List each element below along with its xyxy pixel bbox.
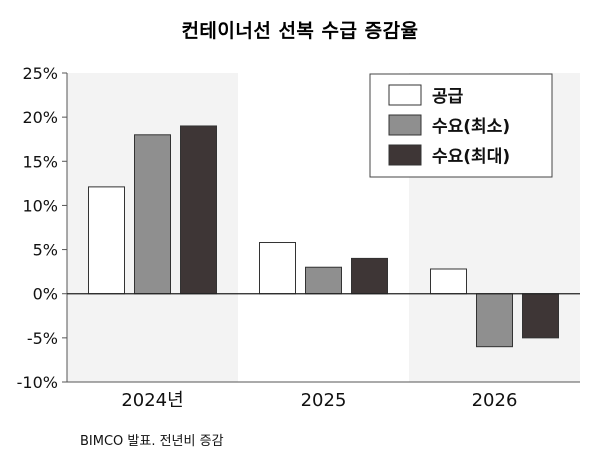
- chart-title: 컨테이너선 선복 수급 증감율: [181, 20, 419, 42]
- bar: [134, 134, 171, 295]
- bars: [88, 125, 559, 348]
- bar: [180, 125, 217, 295]
- bar: [430, 268, 467, 295]
- legend-label: 수요(최소): [432, 117, 510, 137]
- x-category-label: 2024년: [121, 390, 183, 411]
- legend-swatch: [388, 144, 422, 166]
- axes: [66, 73, 580, 383]
- y-tick-label: -5%: [27, 329, 58, 348]
- bar: [476, 293, 513, 348]
- legend-label: 공급: [432, 87, 464, 107]
- x-category-label: 2026: [472, 390, 518, 411]
- y-tick-label: 20%: [22, 108, 58, 127]
- source-note: BIMCO 발표. 전년비 증감: [80, 434, 224, 449]
- y-tick-label: 10%: [22, 196, 58, 215]
- x-category-label: 2025: [301, 390, 347, 411]
- y-tick-label: -10%: [17, 373, 58, 392]
- y-tick-label: 25%: [22, 64, 58, 83]
- y-ticks: 25% 20% 15% 10% 5% 0% -5% -10%: [17, 64, 67, 392]
- legend-swatch: [388, 84, 422, 106]
- bar: [351, 257, 388, 295]
- legend-swatch: [388, 114, 422, 136]
- y-tick-label: 15%: [22, 152, 58, 171]
- bar: [88, 186, 125, 295]
- y-tick-label: 5%: [33, 241, 58, 260]
- legend-label: 수요(최대): [432, 147, 510, 167]
- bar: [259, 242, 296, 295]
- y-tick-label: 0%: [33, 285, 58, 304]
- bar: [522, 293, 559, 339]
- x-category-labels: 2024년 2025 2026: [121, 390, 517, 411]
- bar: [305, 266, 342, 295]
